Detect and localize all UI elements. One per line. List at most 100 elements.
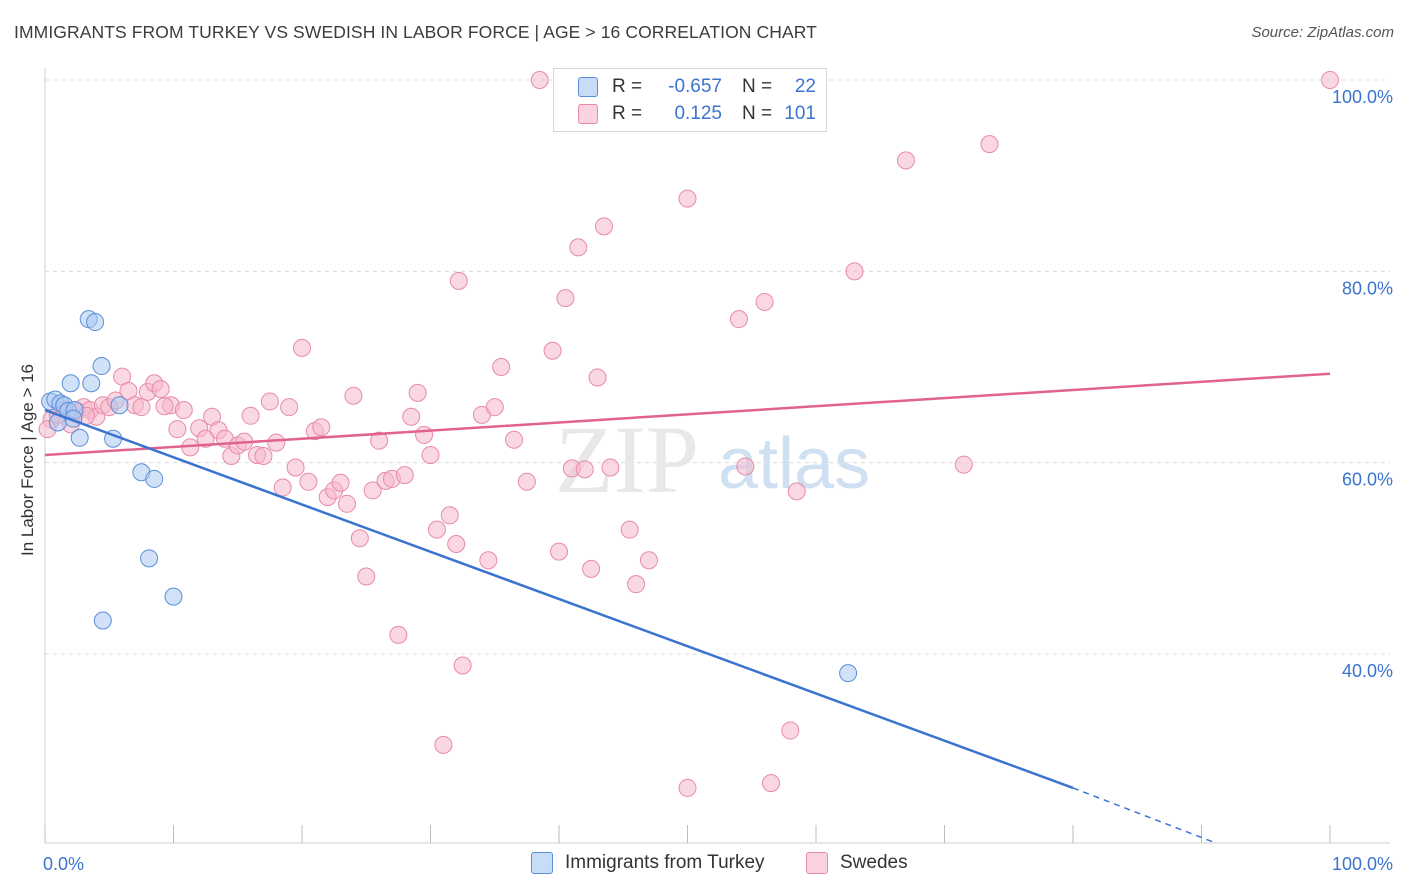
y-tick-label: 80.0% (1342, 278, 1393, 298)
source-label: Source: ZipAtlas.com (1251, 24, 1394, 41)
turkey-trend-line (44, 408, 1074, 790)
swedes-point (1321, 71, 1339, 89)
y-tick-label: 100.0% (1332, 87, 1393, 107)
series-swatch-turkey (531, 852, 553, 874)
turkey-trend-extension (1072, 787, 1215, 844)
swedes-point (550, 542, 568, 561)
swedes-point (260, 392, 279, 411)
swedes-point (762, 774, 781, 793)
swedes-trend-line (44, 372, 1331, 457)
swedes-point (449, 271, 468, 290)
swedes-point (543, 341, 562, 360)
swedes-point (627, 575, 646, 594)
legend-n-label: N = (742, 76, 773, 97)
swedes-points (38, 71, 1339, 797)
legend-n-label: N = (742, 103, 773, 124)
legend-r-label: R = (612, 103, 643, 124)
legend-r-value: -0.657 (668, 76, 722, 97)
swedes-point (505, 430, 524, 449)
axes (44, 68, 1390, 844)
legend-n-value: 22 (794, 76, 816, 97)
swedes-point (395, 466, 414, 485)
swedes-point (492, 358, 511, 376)
swedes-point (344, 386, 363, 405)
watermark-zip: ZIP (555, 406, 699, 513)
trend-lines (44, 372, 1331, 844)
swedes-point (427, 520, 446, 539)
chart-title: IMMIGRANTS FROM TURKEY VS SWEDISH IN LAB… (14, 22, 817, 42)
swedes-point (370, 431, 389, 450)
swedes-point (280, 398, 299, 417)
turkey-point (61, 374, 80, 393)
turkey-points (41, 310, 858, 683)
legend-row-turkey: R = -0.657 N = 22 (554, 74, 816, 100)
swedes-point (517, 472, 536, 491)
series-label-turkey: Immigrants from Turkey (565, 852, 765, 873)
legend-n-value: 101 (784, 103, 816, 124)
swedes-point (331, 473, 350, 492)
series-legend: Immigrants from Turkey Swedes (0, 852, 1406, 876)
swedes-point (293, 338, 311, 357)
swedes-point (530, 71, 549, 89)
y-axis-title: In Labor Force | Age > 16 (18, 363, 38, 557)
swedes-point (402, 407, 421, 426)
swedes-point (434, 735, 453, 754)
swedes-point (639, 551, 658, 570)
swedes-point (582, 559, 601, 578)
gridlines (45, 79, 1390, 655)
swedes-point (337, 494, 356, 513)
swedes-point (447, 534, 466, 553)
swedes-point (286, 458, 305, 477)
turkey-point (145, 469, 164, 488)
turkey-point (93, 611, 112, 630)
swedes-point (267, 433, 286, 452)
y-tick-label: 60.0% (1342, 470, 1393, 490)
swedes-point (254, 446, 273, 465)
swedes-point (588, 368, 607, 387)
turkey-point (70, 428, 89, 447)
turkey-point (82, 374, 101, 393)
series-legend-swedes[interactable]: Swedes (806, 852, 908, 874)
swedes-point (155, 397, 174, 416)
turkey-point (140, 549, 159, 568)
turkey-point (92, 357, 111, 376)
turkey-point (164, 587, 183, 606)
swedes-point (479, 551, 498, 570)
y-tick-label: 40.0% (1342, 661, 1393, 681)
swedes-point (363, 481, 382, 500)
swedes-point (440, 506, 459, 525)
x-tick-label: 0.0% (43, 854, 84, 874)
y-axis-title-wrap: In Labor Force | Age > 16 (10, 300, 46, 620)
swedes-point (575, 460, 594, 479)
legend-r-label: R = (612, 76, 643, 97)
series-swatch-swedes (806, 852, 828, 874)
series-legend-turkey[interactable]: Immigrants from Turkey (531, 852, 765, 874)
turkey-point (839, 664, 858, 683)
swedes-point (357, 567, 376, 586)
swedes-point (896, 151, 915, 170)
swedes-point (151, 380, 170, 399)
swedes-point (453, 656, 472, 675)
stats-legend: R = -0.657 N = 22 R = 0.125 N = 101 (553, 68, 827, 132)
swedes-point (954, 455, 973, 474)
legend-swatch-swedes (578, 104, 598, 124)
swedes-point (755, 292, 774, 311)
swedes-point (273, 478, 292, 497)
swedes-point (678, 778, 697, 797)
swedes-point (389, 625, 408, 644)
swedes-point (736, 457, 755, 476)
swedes-point (408, 383, 427, 402)
swedes-point (174, 401, 193, 420)
swedes-point (678, 189, 697, 208)
swedes-point (312, 418, 331, 437)
x-tick-label: 100.0% (1332, 854, 1393, 874)
swedes-point (594, 217, 613, 236)
swedes-point (168, 420, 187, 439)
swedes-point (350, 529, 369, 548)
swedes-point (196, 429, 215, 448)
swedes-point (601, 458, 620, 477)
swedes-point (299, 472, 318, 491)
swedes-point (421, 446, 440, 465)
swedes-point (415, 425, 434, 444)
